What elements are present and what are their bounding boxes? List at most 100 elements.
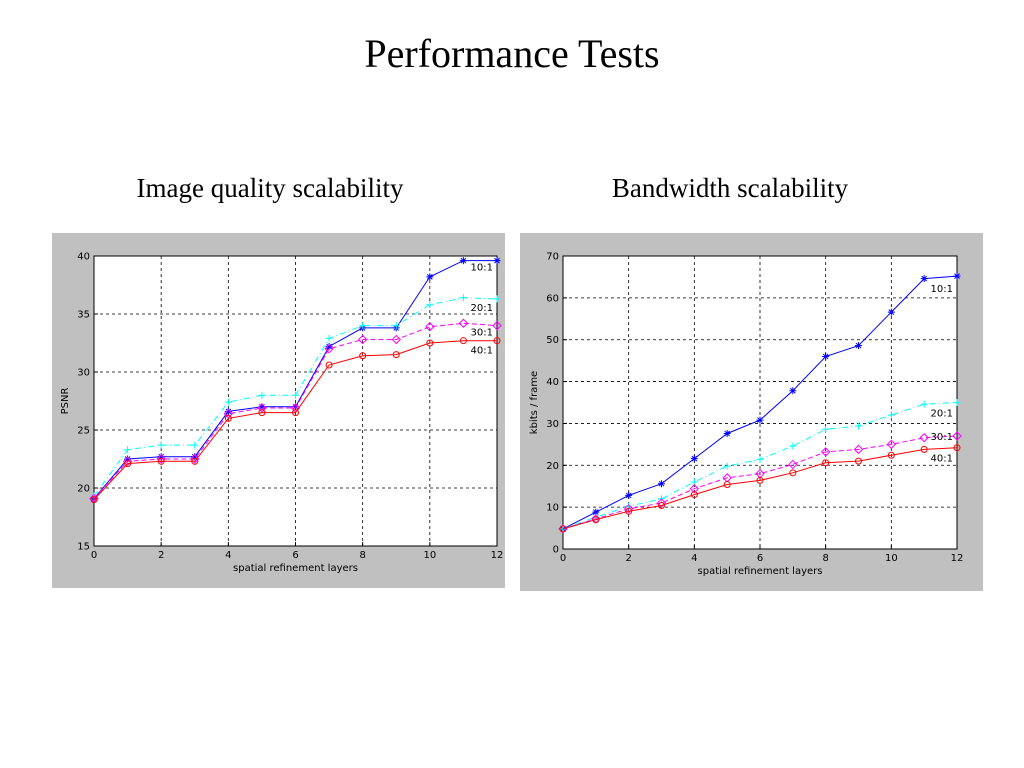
psnr-ytick-label: 40: [77, 252, 90, 263]
bandwidth-series-30-1-point: [919, 432, 929, 443]
psnr-series-10-1-point: [258, 403, 266, 411]
bandwidth-xtick-label: 10: [885, 553, 898, 564]
bandwidth-series-40-1-point: [920, 445, 928, 453]
psnr-series-10-1-point: [224, 407, 232, 415]
psnr-series-30-1-point: [122, 456, 133, 467]
psnr-series-40-1-point: [90, 496, 98, 504]
bandwidth-series-40-1-point: [559, 525, 567, 533]
psnr-series-40-1-label: 40:1: [471, 346, 493, 357]
bandwidth-xtick-label: 8: [822, 553, 828, 564]
bandwidth-ytick-label: 50: [546, 335, 559, 346]
bandwidth-series-20-1-point: [855, 422, 862, 430]
psnr-series-20-1-point: [493, 295, 501, 303]
bandwidth-series-10-1-point: [592, 508, 600, 516]
psnr-series-40-1-point: [459, 337, 467, 345]
bandwidth-series-40-1-point: [723, 481, 731, 489]
psnr-series-40-1-point: [493, 337, 501, 345]
bandwidth-series-30-1-point: [788, 459, 798, 470]
bandwidth-series-40-1-point: [789, 469, 797, 477]
psnr-ylabel: PSNR: [60, 388, 71, 415]
bandwidth-series-40-1-point: [756, 476, 764, 484]
bandwidth-xtick-label: 4: [691, 553, 697, 564]
bandwidth-series-40-1-point: [690, 491, 698, 499]
psnr-ytick-label: 30: [77, 368, 90, 379]
psnr-series-20-1-point: [157, 441, 165, 449]
bandwidth-series-10-1-point: [855, 342, 862, 350]
bandwidth-series-40-1-point: [887, 451, 895, 459]
psnr-series-10-1-point: [459, 257, 467, 265]
bandwidth-xtick-label: 0: [560, 553, 566, 564]
bandwidth-series-20-1-point: [920, 400, 928, 408]
psnr-series-20-1-point: [191, 441, 199, 449]
bandwidth-ylabel: kbits / frame: [529, 371, 540, 434]
psnr-series-20-1-point: [359, 322, 367, 330]
bandwidth-series-30-1-point: [952, 431, 962, 441]
bandwidth-series-20-1-point: [723, 462, 731, 470]
psnr-series-40-1-point: [224, 414, 232, 422]
psnr-ytick-label: 25: [77, 426, 90, 437]
psnr-xtick-label: 6: [292, 550, 298, 561]
bandwidth-ytick-label: 40: [546, 377, 559, 388]
psnr-xtick-label: 2: [158, 550, 164, 561]
psnr-ytick-label: 20: [77, 484, 90, 495]
psnr-series-40-1-point: [191, 457, 199, 465]
bandwidth-chart-svg: 0 2 4 6 8 10 12 0 10 20 30 40 50 60 70 spatial refineme…: [520, 233, 983, 591]
psnr-series-40-1-point: [325, 361, 333, 369]
psnr-series-30-1-point: [156, 454, 166, 464]
psnr-xtick-label: 0: [91, 550, 97, 561]
psnr-series-10-1-point: [493, 257, 501, 265]
psnr-chart-svg: 0 2 4 6 8 10 12 15 20 25 30 35 40 spatial refinement …: [52, 233, 505, 588]
psnr-series-20-1-label: 20:1: [471, 303, 493, 314]
bandwidth-series-40-1-point: [592, 516, 600, 524]
bandwidth-xtick-label: 6: [757, 553, 763, 564]
bandwidth-xlabel: spatial refinement layers: [698, 566, 823, 577]
psnr-series-30-1-point: [357, 334, 368, 345]
psnr-series-40-1-point: [426, 339, 434, 347]
bandwidth-series-10-1-point: [723, 429, 731, 437]
psnr-xtick-label: 8: [359, 550, 365, 561]
bandwidth-series-40-1-label: 40:1: [931, 454, 953, 465]
bandwidth-series-10-1-point: [920, 275, 928, 283]
bandwidth-series-10-1-point: [953, 272, 961, 280]
psnr-series-40-1-point: [359, 352, 367, 360]
psnr-series-20-1-point: [459, 294, 467, 302]
psnr-series-10-1-point: [292, 403, 299, 411]
bandwidth-series-20-1-label: 20:1: [931, 409, 953, 420]
psnr-series-20-1-point: [224, 398, 232, 406]
psnr-xtick-label: 12: [491, 550, 504, 561]
psnr-xtick-label: 4: [225, 550, 231, 561]
psnr-series-30-1-point: [458, 318, 469, 328]
bandwidth-ytick-label: 30: [546, 419, 559, 430]
bandwidth-series-30-1-label: 30:1: [931, 432, 953, 443]
bandwidth-series-30-1-point: [689, 484, 700, 494]
bandwidth-ytick-label: 60: [546, 293, 559, 304]
bandwidth-series-20-1-point: [887, 411, 895, 419]
bandwidth-series-40-1-line: [562, 447, 958, 530]
psnr-series-40-1-point: [157, 457, 165, 465]
bandwidth-ytick-label: 0: [553, 545, 559, 556]
bandwidth-series-10-1-label: 10:1: [931, 284, 953, 295]
psnr-series-20-1-point: [124, 446, 132, 454]
bandwidth-chart: 0 2 4 6 8 10 12 0 10 20 30 40 50 60 70 spatial refineme…: [520, 233, 983, 591]
bandwidth-series-20-1-point: [789, 442, 797, 450]
psnr-series-20-1-point: [392, 322, 400, 330]
bandwidth-series-30-1-point: [656, 498, 667, 508]
bandwidth-series-20-1-point: [559, 525, 567, 533]
bandwidth-xtick-label: 12: [951, 553, 964, 564]
psnr-series-30-1-point: [324, 344, 334, 354]
bandwidth-series-30-1-point: [820, 447, 831, 457]
bandwidth-series-40-1-point: [822, 459, 830, 467]
bandwidth-series-30-1-point: [623, 504, 634, 514]
bandwidth-series-20-1-point: [953, 399, 961, 406]
psnr-chart: 0 2 4 6 8 10 12 15 20 25 30 35 40 spatial refinement …: [52, 233, 505, 588]
bandwidth-series-20-1-point: [756, 455, 764, 463]
psnr-series-40-1-point: [292, 409, 299, 417]
psnr-series-30-1-point: [492, 320, 502, 331]
bandwidth-series-30-1-point: [853, 444, 864, 455]
psnr-series-20-1-point: [258, 391, 266, 399]
psnr-series-30-1-point: [391, 334, 401, 345]
bandwidth-ytick-label: 20: [546, 461, 559, 472]
psnr-ytick-label: 35: [77, 310, 90, 321]
psnr-series-40-1-point: [124, 460, 132, 468]
psnr-series-30-1-point: [425, 322, 435, 332]
